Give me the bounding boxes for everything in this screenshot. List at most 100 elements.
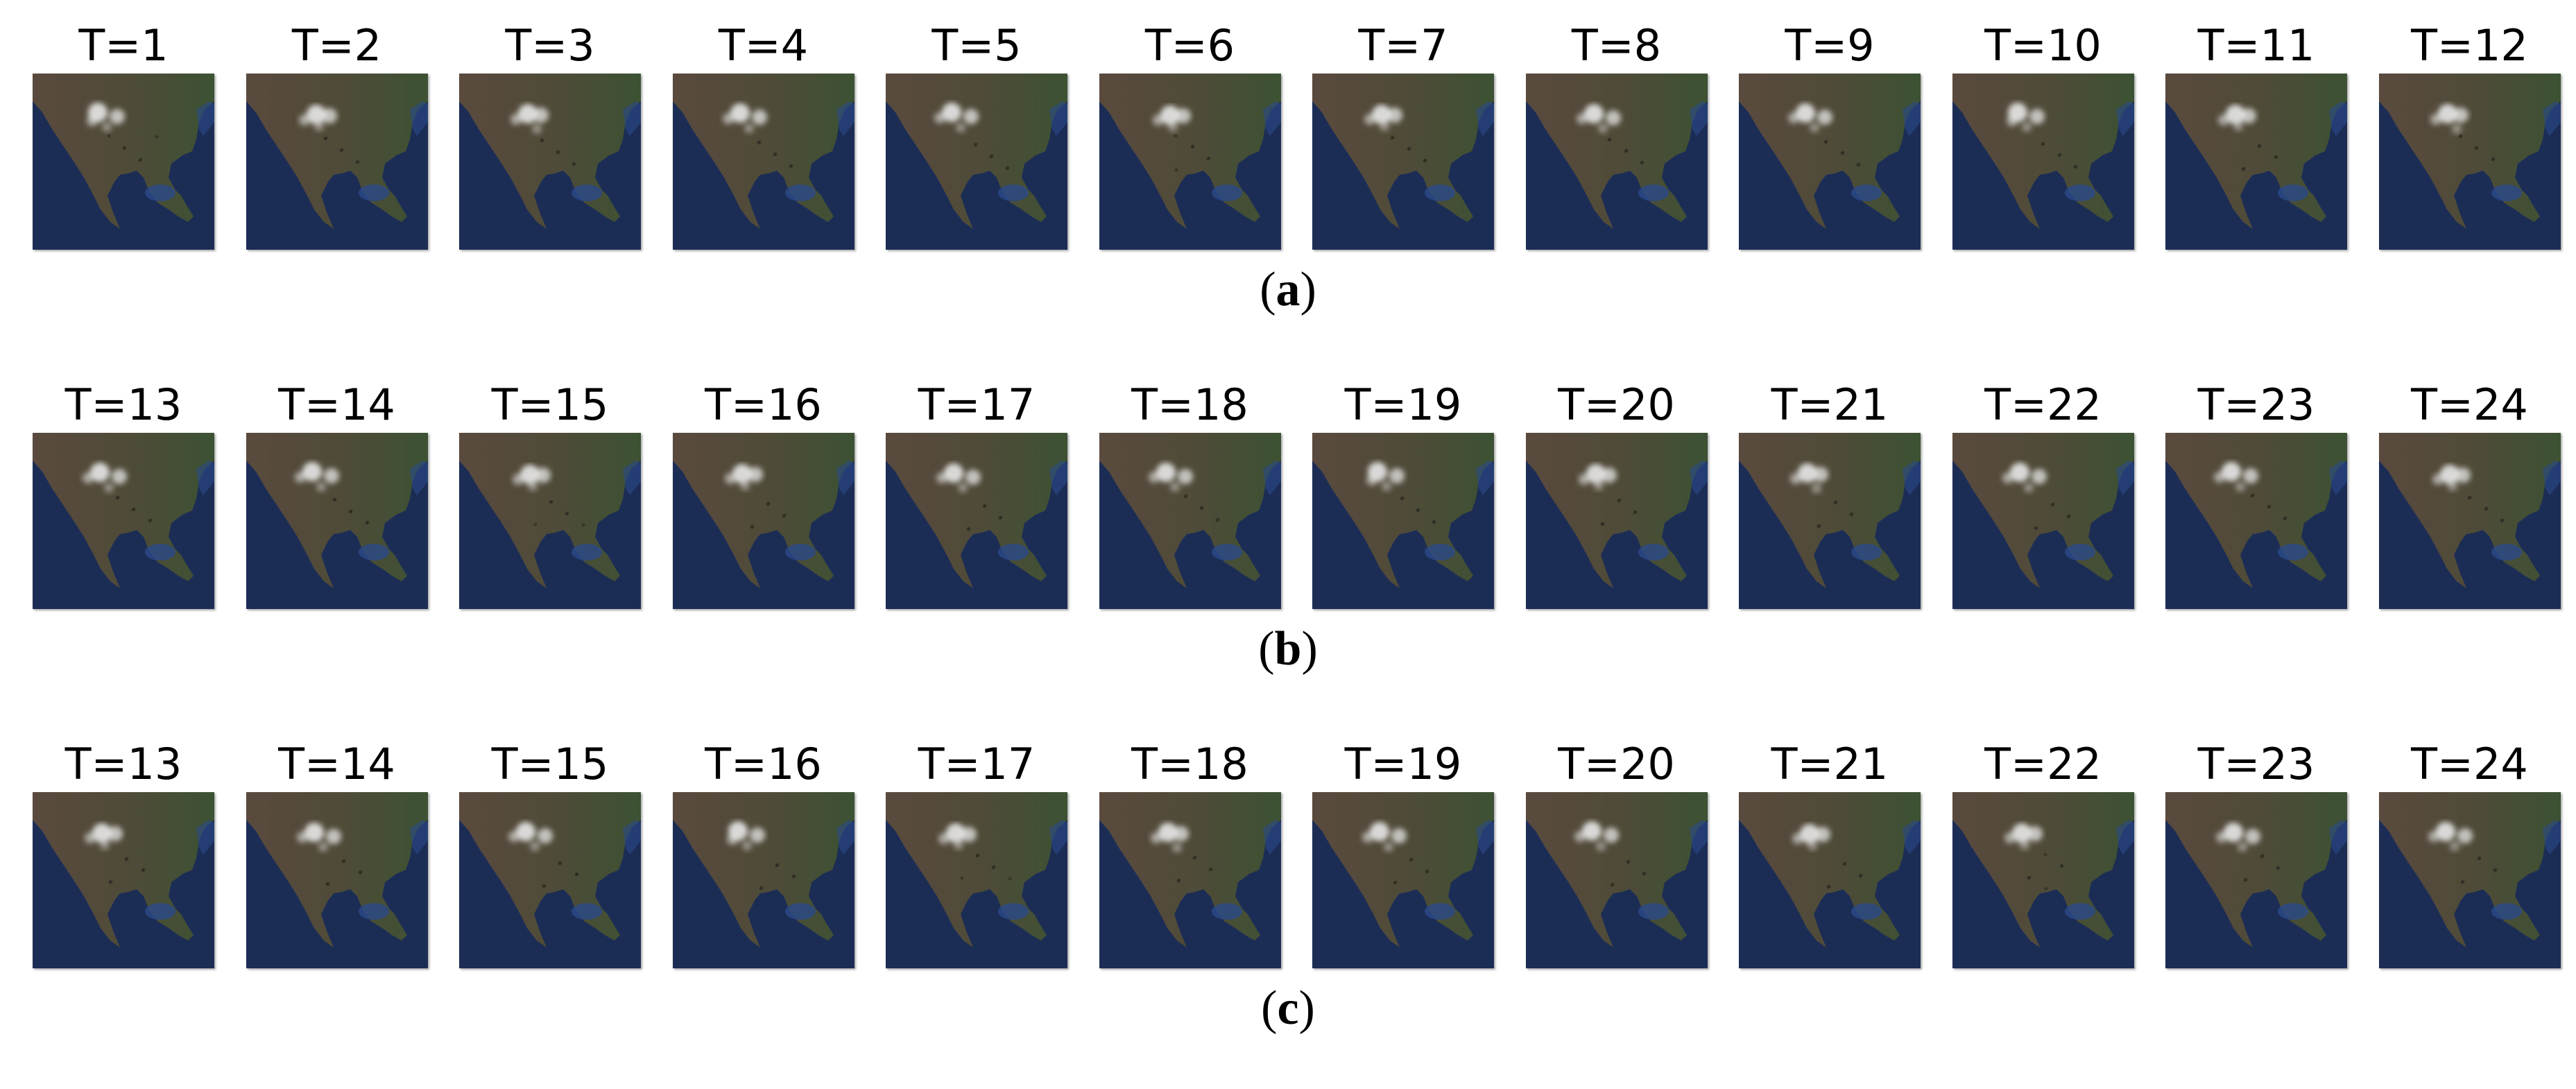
frame-image (2378, 792, 2561, 968)
cloud-patches (1788, 103, 1832, 132)
gulf (2278, 185, 2308, 201)
cloud-patches (938, 823, 977, 850)
cloud-patches (510, 104, 549, 134)
frame-image (459, 433, 641, 609)
frame-label: T=20 (1558, 739, 1675, 789)
gulf (1425, 544, 1455, 560)
satellite-map (672, 74, 855, 250)
gulf (998, 903, 1029, 920)
cloud-patches (2432, 465, 2471, 491)
cloud-patches (1362, 822, 1407, 852)
frame-label: T=24 (2411, 739, 2528, 789)
satellite-map (2165, 792, 2347, 968)
cloud-patches (87, 103, 125, 132)
frame-image (2165, 433, 2347, 609)
gulf (2491, 544, 2522, 560)
panel-b-frames: T=13 T=14 T=15 T=16 T=17 T=18 T=19 T=20 T=21 T=22… (0, 380, 2576, 616)
satellite-map (1525, 792, 1708, 968)
satellite-map (33, 792, 214, 968)
frame-image (1739, 74, 1921, 250)
frame-image (2165, 792, 2347, 968)
satellite-map (2378, 433, 2561, 609)
frame-label: T=4 (718, 20, 809, 71)
gulf (784, 185, 816, 201)
gulf (2491, 185, 2522, 201)
frame-image (246, 433, 428, 609)
gulf (998, 544, 1029, 560)
frame-image (33, 792, 214, 968)
satellite-map (1952, 74, 2134, 250)
satellite-map (1952, 792, 2134, 968)
frame-label: T=13 (65, 739, 182, 789)
satellite-map (886, 792, 1067, 968)
caption-open-paren: ( (1261, 981, 1278, 1035)
cloud-patches (2216, 823, 2260, 852)
cloud-patches (2214, 462, 2258, 492)
frame-label: T=14 (278, 739, 395, 789)
cloud-patches (2430, 104, 2468, 134)
cloud-patches (722, 103, 767, 133)
frame-image (1952, 792, 2134, 968)
cloud-patches (2006, 103, 2045, 132)
cloud-patches (1150, 823, 1189, 852)
satellite-map (459, 74, 641, 250)
gulf (998, 185, 1029, 201)
satellite-map (2165, 433, 2347, 609)
frame-image (2378, 433, 2561, 609)
gulf (1211, 903, 1242, 920)
frame-label: T=16 (705, 379, 822, 430)
cloud-patches (2428, 822, 2473, 851)
frame-label: T=6 (1144, 20, 1235, 71)
frame-image (672, 792, 855, 968)
frame-image (246, 792, 428, 968)
panel-a-caption: (a) (0, 262, 2576, 318)
panel-b: T=13 T=14 T=15 T=16 T=17 T=18 T=19 T=20 T=21 T=22… (0, 380, 2576, 616)
gulf (572, 185, 602, 201)
frame-image (1312, 74, 1494, 250)
gulf (358, 544, 389, 560)
frame-label: T=5 (931, 20, 1022, 71)
satellite-map (1739, 792, 1921, 968)
satellite-map (1525, 74, 1708, 250)
cloud-patches (1148, 463, 1193, 492)
frame-image (1952, 74, 2134, 250)
frame-label: T=15 (491, 739, 609, 789)
panel-a-frames: T=1 T=2 T=3 T=4 T=5 T=6 T=7 T=8 T=9 T=10 T=11 T=12 (0, 21, 2576, 257)
frame-label: T=12 (2411, 20, 2528, 71)
satellite-map (1739, 433, 1921, 609)
cloud-patches (724, 464, 763, 490)
frame-label: T=9 (1785, 20, 1875, 71)
frame-image (886, 433, 1067, 609)
cloud-patches (726, 821, 765, 850)
cloud-patches (1574, 821, 1619, 851)
panel-c-caption: (c) (0, 981, 2576, 1036)
satellite-map (246, 74, 428, 250)
caption-close-paren: ) (1298, 981, 1315, 1035)
frame-label: T=16 (705, 739, 822, 789)
satellite-map (1312, 433, 1494, 609)
gulf (572, 544, 602, 560)
gulf (784, 544, 816, 560)
cloud-patches (2004, 823, 2043, 850)
frame-label: T=24 (2411, 379, 2528, 430)
gulf (2064, 903, 2095, 920)
frame-image (2378, 74, 2561, 250)
frame-label: T=22 (1984, 379, 2102, 430)
satellite-map (886, 433, 1067, 609)
caption-open-paren: ( (1260, 263, 1276, 316)
satellite-map (246, 433, 428, 609)
gulf (1638, 544, 1669, 560)
frame-label: T=17 (918, 739, 1036, 789)
gulf (358, 185, 389, 201)
frame-image (672, 433, 855, 609)
gulf (1851, 185, 1882, 201)
frame-image (1099, 792, 1281, 968)
frame-label: T=7 (1358, 20, 1448, 71)
caption-letter: a (1276, 263, 1300, 316)
frame-image (1525, 74, 1708, 250)
satellite-map (1099, 74, 1281, 250)
frame-label: T=8 (1571, 20, 1662, 71)
satellite-map (459, 792, 641, 968)
caption-letter: b (1274, 622, 1302, 676)
